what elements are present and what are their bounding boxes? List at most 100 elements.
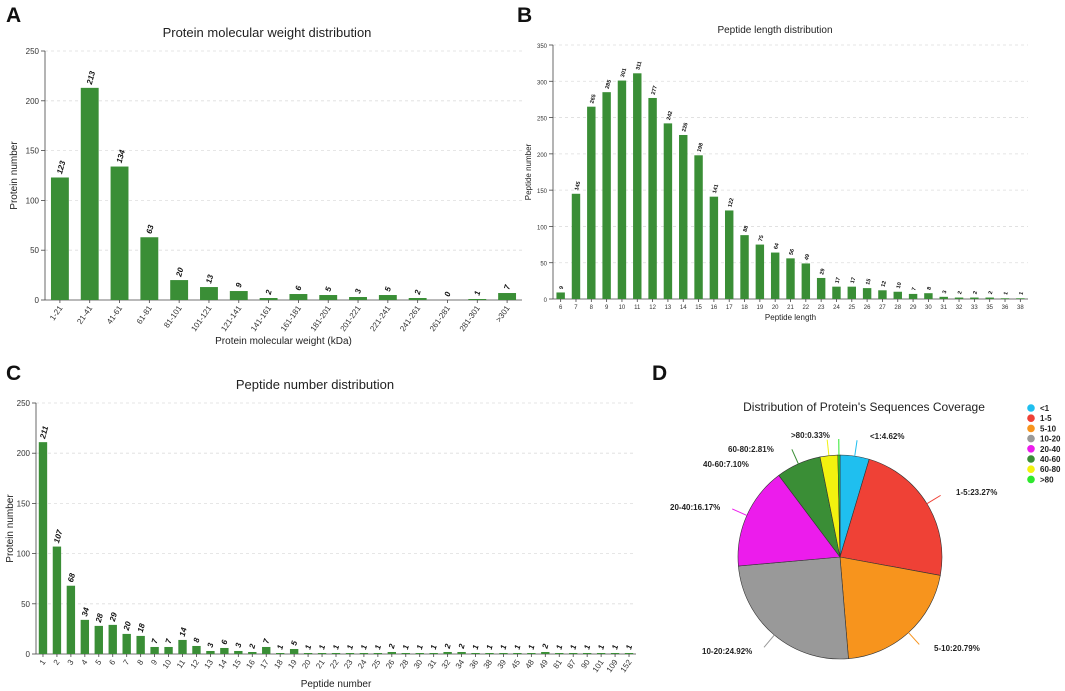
chart-c-peptide-number: Peptide number distribution 0 50 100 150 200 2… [5,377,636,690]
x-tick-label: 31 [426,658,439,671]
x-tick-label: 26 [384,658,397,671]
data-label: 1 [513,643,523,650]
x-tick-label: 101 [591,658,606,675]
x-tick-label: 9 [605,305,609,311]
data-label: 3 [353,287,363,294]
bar [624,652,634,654]
panel-letter-c: C [6,362,21,385]
data-label: 3 [234,641,244,648]
x-tick-label: 30 [925,305,932,311]
legend-swatch [1027,475,1035,484]
chart-title: Peptide number distribution [236,377,394,392]
bar [786,258,795,299]
x-tick-label: 221-241 [368,304,393,334]
bar [259,298,278,300]
x-tick-label: 36 [1002,305,1009,311]
data-label: 1 [1003,291,1010,296]
data-label: 1 [527,643,537,650]
pie-leader-line [763,634,775,648]
bar [248,651,257,654]
data-label: 20 [122,620,133,632]
chart-title: Protein molecular weight distribution [163,25,372,40]
bar [596,652,606,654]
data-label: 18 [136,622,147,633]
x-tick-label: 13 [665,305,672,311]
data-label: 12 [881,280,888,287]
bar [954,297,964,299]
pie-leader-line [791,449,799,465]
bar [150,646,159,654]
data-label: 277 [651,85,659,95]
x-tick-label: 12 [649,305,656,311]
data-label: 1 [554,643,564,650]
bar [602,92,611,300]
x-tick-label: 24 [356,658,369,671]
pie-title: Distribution of Protein's Sequences Cove… [743,400,985,414]
x-tick-label: 35 [986,305,993,311]
pie-slice [737,474,841,567]
data-label: 7 [261,637,271,644]
x-tick-label: 24 [833,305,840,311]
x-tick-label: 15 [230,658,243,671]
bar [234,650,243,654]
bar [663,123,673,300]
x-tick-label: 28 [894,305,901,311]
x-tick-label: 38 [482,658,495,671]
y-axis-label: Protein number [9,141,20,210]
x-tick-label: 101-121 [189,304,214,334]
bar [108,624,117,654]
x-tick-label: 7 [574,305,578,311]
x-tick-label: 33 [971,305,978,311]
legend-swatch [1027,455,1035,463]
data-label: 1 [471,643,481,650]
data-label: 311 [635,61,643,71]
bar [66,585,76,654]
x-tick-label: 27 [879,305,886,311]
x-tick-label: 10 [161,658,174,671]
y-tick-label: 50 [540,262,547,268]
bar [136,635,145,654]
data-label: 5 [323,285,333,292]
x-tick-label: 87 [565,658,578,671]
y-tick-label: 100 [17,550,31,559]
bar [770,252,780,299]
bar [164,646,173,654]
pie-slice [839,556,941,659]
data-label: 145 [574,181,582,191]
x-tick-label: 7 [121,658,131,667]
data-label: 2 [957,291,964,296]
y-tick-label: 250 [26,47,40,56]
x-tick-label: 181-201 [309,304,334,334]
bar [401,652,410,654]
x-tick-label: 161-181 [279,304,304,334]
pie-slice [837,454,841,558]
bar [289,648,299,654]
x-tick-label: 1-21 [48,304,65,323]
x-tick-label: 109 [605,658,620,675]
x-tick-label: >301 [494,304,512,324]
x-tick-label: 25 [848,305,855,311]
bar [555,652,564,654]
bar [862,288,872,299]
data-label: 17 [835,277,842,284]
x-tick-label: 20 [300,658,313,671]
data-label: 2 [247,642,257,650]
bar [847,286,857,299]
chart-title: Peptide length distribution [717,25,832,36]
data-label: 198 [697,142,705,152]
x-tick-label: 241-261 [398,304,423,334]
panel-letter-d: D [652,362,667,385]
data-label: 242 [666,110,674,120]
y-tick-label: 150 [17,499,31,508]
bar [80,87,99,301]
bar [893,291,902,299]
data-label: 1 [596,643,606,650]
data-label: 265 [589,94,597,104]
x-tick-label: 41-61 [105,304,124,326]
pie-slice-label: <1:4.62% [870,432,904,441]
data-label: 14 [178,626,189,637]
bar [276,652,285,654]
x-tick-label: 1 [38,658,48,667]
bar [740,235,749,299]
x-tick-label: 6 [107,658,117,667]
